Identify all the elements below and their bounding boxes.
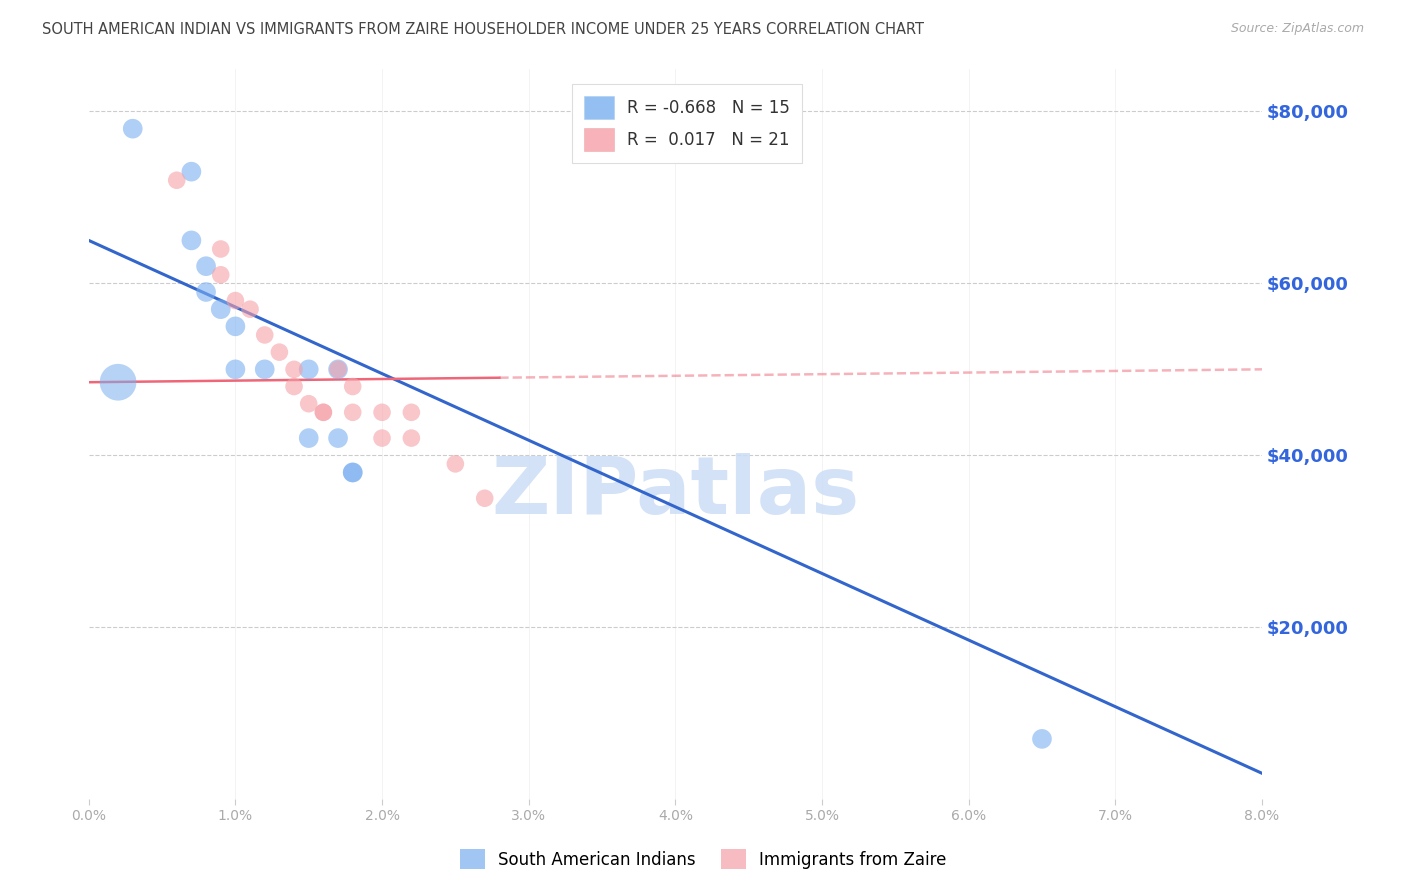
- Point: [326, 431, 349, 445]
- Point: [166, 173, 188, 187]
- Point: [239, 302, 262, 317]
- Point: [371, 431, 394, 445]
- Text: ZIPatlas: ZIPatlas: [491, 453, 859, 532]
- Point: [326, 362, 349, 376]
- Point: [107, 376, 129, 390]
- Point: [209, 242, 232, 256]
- Point: [180, 234, 202, 248]
- Point: [121, 121, 143, 136]
- Point: [283, 379, 305, 393]
- Point: [224, 293, 246, 308]
- Point: [283, 362, 305, 376]
- Legend: R = -0.668   N = 15, R =  0.017   N = 21: R = -0.668 N = 15, R = 0.017 N = 21: [572, 84, 801, 163]
- Point: [342, 379, 364, 393]
- Point: [342, 466, 364, 480]
- Legend: South American Indians, Immigrants from Zaire: South American Indians, Immigrants from …: [450, 838, 956, 880]
- Point: [195, 259, 218, 273]
- Text: SOUTH AMERICAN INDIAN VS IMMIGRANTS FROM ZAIRE HOUSEHOLDER INCOME UNDER 25 YEARS: SOUTH AMERICAN INDIAN VS IMMIGRANTS FROM…: [42, 22, 924, 37]
- Point: [209, 302, 232, 317]
- Point: [371, 405, 394, 419]
- Point: [326, 362, 349, 376]
- Point: [298, 397, 321, 411]
- Point: [195, 285, 218, 299]
- Point: [253, 328, 276, 343]
- Point: [180, 164, 202, 178]
- Point: [474, 491, 496, 506]
- Point: [298, 431, 321, 445]
- Point: [1031, 731, 1053, 746]
- Point: [224, 319, 246, 334]
- Point: [444, 457, 467, 471]
- Point: [312, 405, 335, 419]
- Point: [298, 362, 321, 376]
- Point: [342, 466, 364, 480]
- Point: [312, 405, 335, 419]
- Point: [342, 405, 364, 419]
- Point: [224, 362, 246, 376]
- Point: [401, 431, 423, 445]
- Point: [209, 268, 232, 282]
- Point: [253, 362, 276, 376]
- Point: [401, 405, 423, 419]
- Text: Source: ZipAtlas.com: Source: ZipAtlas.com: [1230, 22, 1364, 36]
- Point: [269, 345, 291, 359]
